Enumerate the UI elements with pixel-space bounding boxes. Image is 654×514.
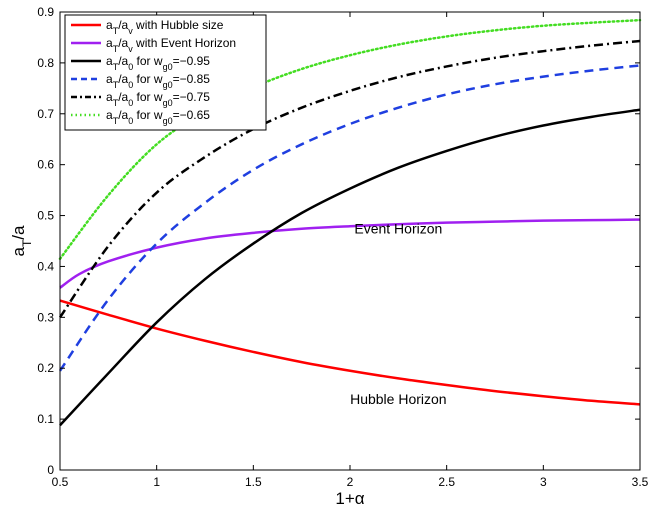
x-tick-label-5: 3	[540, 475, 547, 489]
series-line-2	[59, 108, 641, 427]
series-line-3	[58, 64, 641, 372]
series-line-5	[58, 18, 642, 261]
y-tick-label-8: 0.8	[37, 56, 54, 70]
y-tick-label-2: 0.2	[37, 361, 54, 375]
y-tick-label-4: 0.4	[37, 259, 54, 273]
legend-entry-2: aT/a0 for wg0=−0.95	[106, 54, 210, 72]
y-tick-label-7: 0.7	[37, 107, 54, 121]
series-line-4	[58, 39, 641, 319]
series-line-0	[59, 299, 641, 406]
legend-entry-3: aT/a0 for wg0=−0.85	[106, 72, 210, 90]
x-tick-label-4: 2.5	[438, 475, 455, 489]
x-tick-label-6: 3.5	[632, 475, 649, 489]
y-tick-label-6: 0.6	[37, 158, 54, 172]
annotation-hubble-horizon: Hubble Horizon	[350, 391, 447, 407]
series-layer	[58, 18, 642, 427]
x-tick-label-1: 1	[153, 475, 160, 489]
ticks-layer: 0.5 1 1.5 2 2.5 3 3.5 0 0.1 0.2 0.3 0.4 0.5 0.6 0.7 0.8…	[37, 5, 648, 489]
legend-entry-4: aT/a0 for wg0=−0.75	[106, 90, 210, 108]
y-tick-label-3: 0.3	[37, 310, 54, 324]
annotation-event-horizon: Event Horizon	[354, 220, 442, 236]
x-tick-label-3: 2	[347, 475, 354, 489]
y-tick-label-0: 0	[47, 463, 54, 477]
legend-entry-5: aT/a0 for wg0=−0.65	[106, 108, 210, 126]
x-axis-label: 1+α	[335, 489, 364, 508]
x-tick-label-0: 0.5	[52, 475, 69, 489]
y-tick-label-9: 0.9	[37, 5, 54, 19]
legend-entry-1: aT/av with Event Horizon	[106, 36, 236, 54]
y-tick-label-5: 0.5	[37, 209, 54, 223]
legend-entry-0: aT/av with Hubble size	[106, 18, 224, 36]
legend-box	[64, 14, 267, 131]
y-axis-label: aT/a	[9, 225, 34, 257]
series-line-1	[59, 218, 641, 289]
y-tick-label-1: 0.1	[37, 412, 54, 426]
x-tick-label-2: 1.5	[245, 475, 262, 489]
